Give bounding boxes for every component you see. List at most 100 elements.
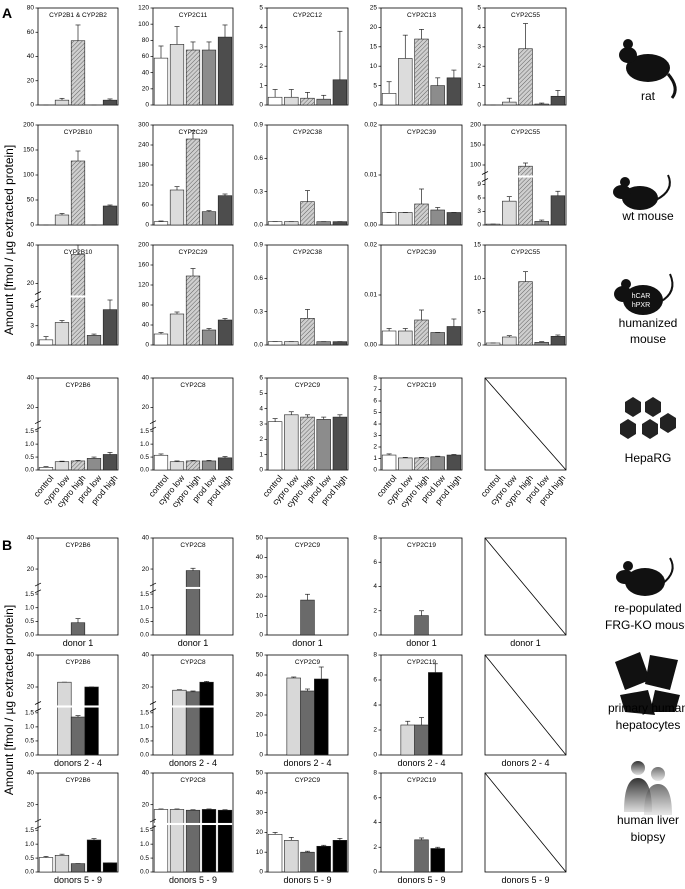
error-bar [59,97,65,101]
error-bar [451,454,457,456]
bar [199,681,214,756]
bar [314,678,329,756]
y-tick-label: 0.01 [364,292,377,299]
bar [381,454,397,471]
species-label: rat [641,89,656,103]
bar [169,461,185,471]
y-tick-label: 80 [142,37,150,44]
y-tick-label: 1.0 [25,841,34,848]
bar [70,460,86,471]
error-bar [321,94,327,100]
bar [102,205,118,226]
y-tick-label: 40 [27,535,35,542]
axis-break-mark [34,298,42,302]
bar [332,221,348,226]
y-tick-label: 60 [27,29,35,36]
y-tick-label: 8 [373,770,377,777]
bar [398,457,413,471]
y-tick-label: 8 [373,535,377,542]
y-tick-label: 0 [477,102,481,109]
bar [316,98,331,106]
plot-frame [37,772,119,873]
biopsy-icon [624,761,672,815]
error-bar [419,457,424,458]
axis-break-mark [149,825,157,830]
x-axis-label: donors 2 - 4 [54,758,102,768]
y-axis-label: Amount [fmol / µg extracted protein] [2,145,16,335]
y-tick-label: 20 [142,86,150,93]
y-tick-label: 2 [373,727,377,734]
x-axis-label: donor 1 [510,638,541,648]
error-bar [419,837,424,840]
y-tick-label: 240 [138,142,149,149]
y-tick-label: 1 [259,451,263,458]
bar [54,322,70,346]
y-tick-label: 9 [477,181,481,188]
y-tick-label: 40 [142,375,150,382]
y-tick-label: 0.0 [254,342,263,349]
bar [84,686,99,756]
error-bar [174,26,180,45]
bar [332,79,348,106]
error-bar [75,460,81,461]
bar [300,851,315,873]
bar [300,318,315,346]
y-tick-label: 0 [145,342,149,349]
y-tick-label: 40 [27,770,35,777]
y-tick-label: 60 [142,53,150,60]
bar [267,421,283,471]
axis-break-mark [34,291,42,295]
error-bar [190,130,196,139]
chart-title: CYP2C8 [180,777,206,784]
y-tick-label: 0.0 [25,632,34,639]
y-tick-label: 0.02 [364,242,377,249]
bar [185,49,201,106]
y-tick-label: 0 [373,467,377,474]
x-axis-label: donors 5 - 9 [54,875,102,885]
error-bar [555,90,561,97]
y-tick-label: 20 [142,801,150,808]
axis-break [153,586,233,589]
y-tick-label: 1.5 [25,591,34,598]
error-bar [107,98,113,101]
bar [316,341,331,346]
diagonal [484,654,567,756]
bar [185,570,201,636]
bar [217,457,233,471]
error-bar [59,460,65,462]
bar [446,454,462,471]
bar [518,165,533,226]
y-tick-label: 0.0 [140,869,149,876]
y-tick-label: 20 [27,280,35,287]
y-tick-label: 2 [373,607,377,614]
y-tick-label: 20 [27,684,35,691]
error-bar [402,34,408,59]
axis-break [153,424,233,427]
y-tick-label: 15 [474,242,482,249]
error-bar [523,23,528,49]
axis-break [153,705,233,708]
chart-title: CYP2C8 [180,659,206,666]
bar [38,339,54,346]
bar [398,330,413,346]
y-tick-label: 10 [474,275,482,282]
y-tick-label: 1.5 [140,710,149,717]
error-bar [386,453,392,456]
error-bar [288,89,294,98]
y-tick-label: 40 [256,790,264,797]
y-tick-label: 0 [30,222,34,229]
error-bar [321,416,327,420]
error-bar [190,41,196,51]
y-tick-label: 50 [256,535,264,542]
axis-break [153,822,233,826]
y-tick-label: 7 [373,386,377,393]
y-tick-label: 2 [259,436,263,443]
x-axis-label: donors 5 - 9 [283,875,331,885]
species-label: HepaRG [625,451,672,465]
y-tick-label: 1.0 [140,841,149,848]
y-tick-label: 0.00 [364,222,377,229]
error-bar [506,335,512,337]
bar [201,809,217,873]
axis-break-mark [34,420,42,424]
y-tick-label: 80 [27,5,35,12]
